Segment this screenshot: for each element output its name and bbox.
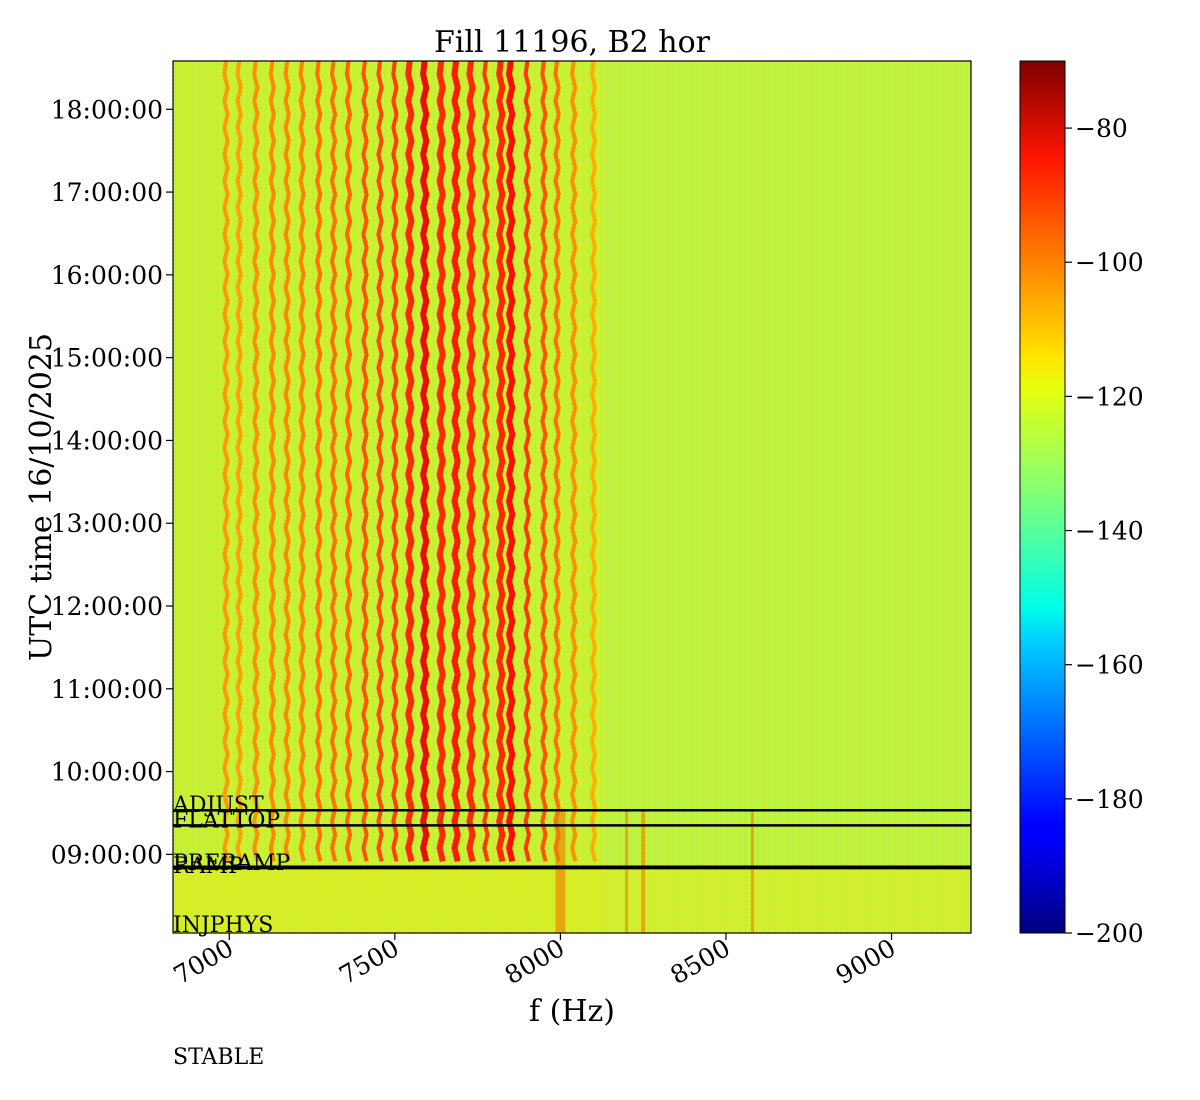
spectral-line: [252, 61, 260, 862]
beam-mode-lines: [173, 808, 971, 870]
spectral-line: [235, 61, 243, 862]
plot-area: [172, 60, 972, 934]
spectral-line: [405, 61, 415, 862]
colorbar: −200 −180 −160 −140 −120 −100 −80: [1019, 60, 1144, 948]
x-tick-label: 8500: [665, 933, 735, 990]
spectral-line: [589, 61, 598, 862]
spectral-line: [436, 61, 446, 862]
beam-mode-label: INJPHYS: [173, 913, 273, 938]
y-tick-label: 09:00:00: [51, 840, 163, 869]
colorbar-tick-label: −160: [1075, 651, 1144, 680]
plot-frame: [172, 60, 972, 934]
transient-line: [625, 810, 629, 933]
spectral-line: [496, 61, 506, 862]
spectral-line: [553, 61, 561, 862]
spectral-line: [344, 61, 353, 862]
spectral-line: [222, 61, 230, 862]
pre-stable-region: [173, 810, 971, 933]
colorbar-tick-label: −200: [1075, 919, 1144, 948]
y-tick-label: 10:00:00: [51, 758, 163, 787]
colorbar-tick-label: −180: [1075, 785, 1144, 814]
y-axis: 09:00:00 10:00:00 11:00:00 12:00:00 13:00:00…: [51, 95, 173, 869]
spectral-line: [376, 61, 384, 862]
x-axis: 7000 7500 8000 8500 9000: [169, 933, 901, 990]
x-tick-label: 9000: [831, 933, 901, 990]
spectral-line: [391, 61, 399, 862]
low-freq-tint: [173, 61, 603, 933]
spectral-line: [570, 61, 578, 862]
x-tick-label: 7500: [334, 933, 404, 990]
x-tick-label: 7000: [169, 933, 239, 990]
y-tick-label: 11:00:00: [51, 675, 163, 704]
x-axis-label: f (Hz): [529, 994, 615, 1029]
spectral-line: [315, 61, 323, 862]
beam-mode-label: FLATTOP: [173, 808, 280, 833]
y-axis-label: UTC time 16/10/2025: [24, 333, 59, 661]
spectral-line: [329, 61, 338, 862]
x-tick-label: 8000: [500, 933, 570, 990]
colorbar-tick-label: −100: [1075, 248, 1144, 277]
transient-line: [641, 810, 646, 933]
beam-mode-label: PRERAMP: [173, 851, 290, 876]
colorbar-tick-label: −80: [1075, 114, 1128, 143]
spectral-line: [361, 61, 369, 862]
y-tick-label: 16:00:00: [51, 261, 163, 290]
colorbar-gradient: [1019, 60, 1066, 934]
y-tick-label: 13:00:00: [51, 509, 163, 538]
y-tick-label: 14:00:00: [51, 426, 163, 455]
transient-line: [555, 810, 566, 933]
chart-title: Fill 11196, B2 hor: [434, 25, 711, 60]
transient-line: [750, 810, 754, 933]
spectral-line: [451, 61, 461, 862]
spectral-line: [420, 61, 430, 862]
spectral-line: [506, 61, 516, 862]
colorbar-tick-label: −140: [1075, 517, 1144, 546]
colorbar-ticks: −200 −180 −160 −140 −120 −100 −80: [1065, 114, 1144, 948]
beam-mode-label: ADJUST: [172, 793, 264, 818]
pre-stable-band: [173, 868, 971, 933]
y-tick-label: 18:00:00: [51, 95, 163, 124]
spectral-line: [523, 61, 531, 862]
y-tick-label: 17:00:00: [51, 178, 163, 207]
beam-mode-label: STABLE: [173, 1045, 264, 1070]
y-tick-label: 15:00:00: [51, 344, 163, 373]
spectral-line: [283, 61, 291, 862]
y-tick-label: 12:00:00: [51, 592, 163, 621]
beam-mode-label: RAMP: [173, 854, 243, 879]
spectral-line: [466, 61, 476, 862]
spectral-line: [540, 61, 548, 862]
spectral-lines: [222, 61, 598, 862]
spectral-line: [298, 61, 306, 862]
spectral-line: [268, 61, 276, 862]
colorbar-tick-label: −120: [1075, 382, 1144, 411]
spectral-line: [482, 61, 490, 862]
